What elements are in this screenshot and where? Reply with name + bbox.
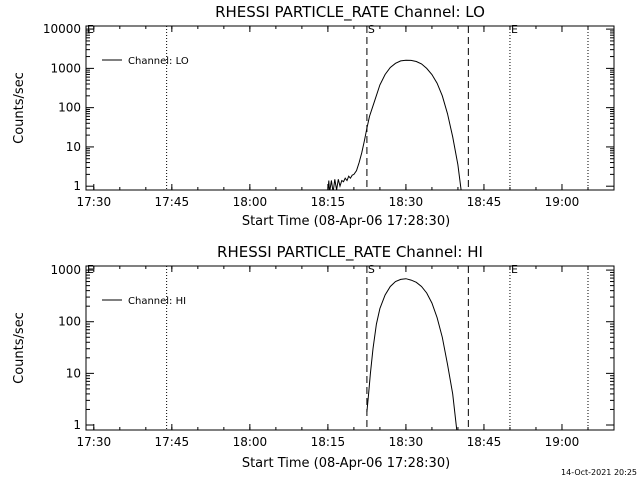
- hi-x-axis-label: Start Time (08-Apr-06 17:28:30): [242, 456, 450, 471]
- hi-y-axis-label: Counts/sec: [12, 312, 27, 384]
- lo-legend-label: Channel: LO: [128, 56, 189, 67]
- lo-x-tick-label-5: 18:45: [467, 195, 502, 209]
- hi-x-tick-label-6: 19:00: [545, 435, 580, 449]
- lo-marker-label-2: S: [368, 23, 375, 36]
- generation-timestamp: 14-Oct-2021 20:25: [561, 468, 637, 477]
- hi-y-tick-label-0: 1: [73, 418, 81, 432]
- lo-y-tick-label-0: 1: [73, 179, 81, 193]
- hi-series-line-0: [366, 278, 458, 430]
- lo-x-tick-label-6: 19:00: [545, 195, 580, 209]
- lo-y-tick-label-1: 10: [66, 140, 81, 154]
- lo-x-axis-label: Start Time (08-Apr-06 17:28:30): [242, 214, 450, 229]
- lo-y-tick-label-4: 10000: [43, 22, 81, 36]
- lo-y-tick-label-2: 100: [58, 101, 81, 115]
- lo-marker-label-4: E: [511, 23, 518, 36]
- lo-x-tick-label-1: 17:45: [155, 195, 190, 209]
- hi-y-tick-label-1: 10: [66, 366, 81, 380]
- hi-marker-label-2: S: [368, 263, 375, 276]
- hi-x-tick-label-4: 18:30: [389, 435, 424, 449]
- hi-legend-label: Channel: HI: [128, 296, 186, 307]
- lo-channel-panel: RHESSI PARTICLE_RATE Channel: LO Start T…: [12, 3, 615, 229]
- hi-y-tick-label-2: 100: [58, 315, 81, 329]
- hi-marker-label-4: E: [511, 263, 518, 276]
- lo-x-tick-label-2: 18:00: [233, 195, 268, 209]
- hi-channel-panel: RHESSI PARTICLE_RATE Channel: HI Start T…: [12, 243, 615, 471]
- hi-x-tick-label-3: 18:15: [311, 435, 346, 449]
- hi-y-tick-label-3: 1000: [50, 263, 81, 277]
- hi-chart-title: RHESSI PARTICLE_RATE Channel: HI: [217, 243, 483, 262]
- lo-y-tick-label-3: 1000: [50, 61, 81, 75]
- lo-x-tick-label-3: 18:15: [311, 195, 346, 209]
- lo-x-tick-label-4: 18:30: [389, 195, 424, 209]
- hi-x-tick-label-2: 18:00: [233, 435, 268, 449]
- hi-x-tick-label-5: 18:45: [467, 435, 502, 449]
- lo-chart-title: RHESSI PARTICLE_RATE Channel: LO: [215, 3, 485, 22]
- lo-x-tick-label-0: 17:30: [77, 195, 112, 209]
- lo-series-line-0: [327, 59, 462, 190]
- hi-marker-label-0: E: [87, 263, 94, 276]
- hi-x-tick-label-0: 17:30: [77, 435, 112, 449]
- hi-x-tick-label-1: 17:45: [155, 435, 190, 449]
- lo-y-axis-label: Counts/sec: [12, 72, 27, 144]
